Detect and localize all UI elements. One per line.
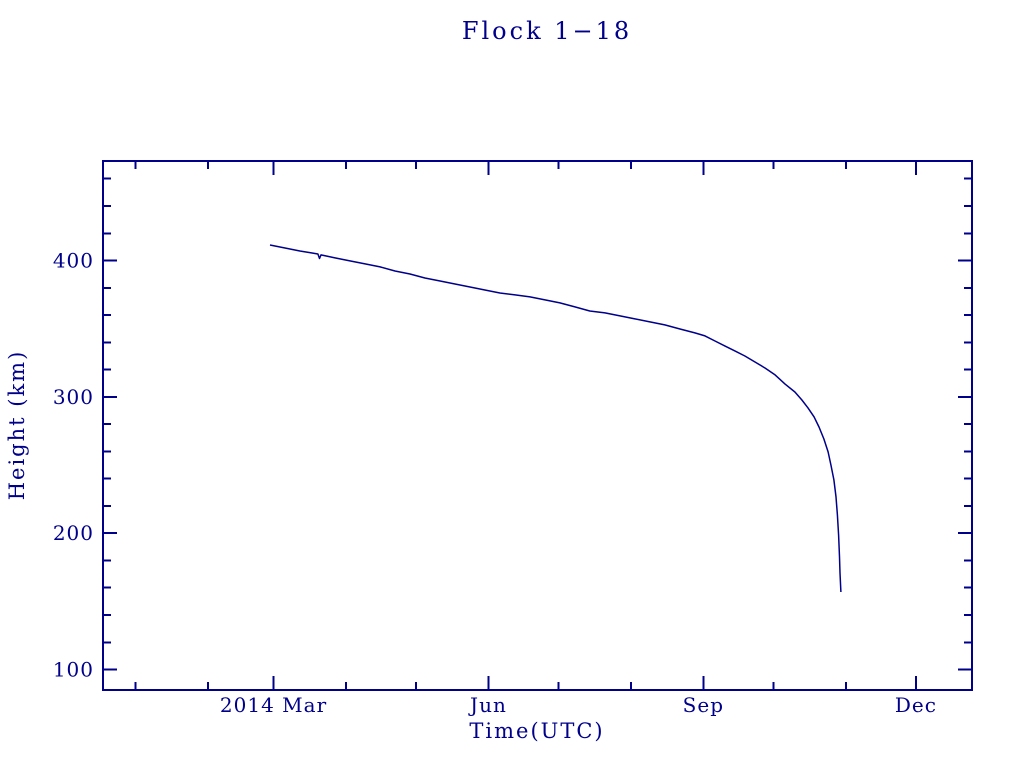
y-axis-title: Height (km) [5,349,29,501]
y-tick-label: 400 [53,249,94,273]
chart-title: Flock 1−18 [461,17,633,45]
x-tick-label: Jun [468,693,507,717]
y-tick-label: 100 [53,658,94,682]
x-tick-label: Dec [895,693,937,717]
y-tick-label: 300 [53,385,94,409]
x-axis-title: Time(UTC) [469,719,605,743]
height-curve [269,244,842,593]
y-tick-label: 200 [53,521,94,545]
x-tick-label: 2014 Mar [220,693,327,717]
x-tick-label: Sep [683,693,724,717]
plot-border [102,160,973,691]
